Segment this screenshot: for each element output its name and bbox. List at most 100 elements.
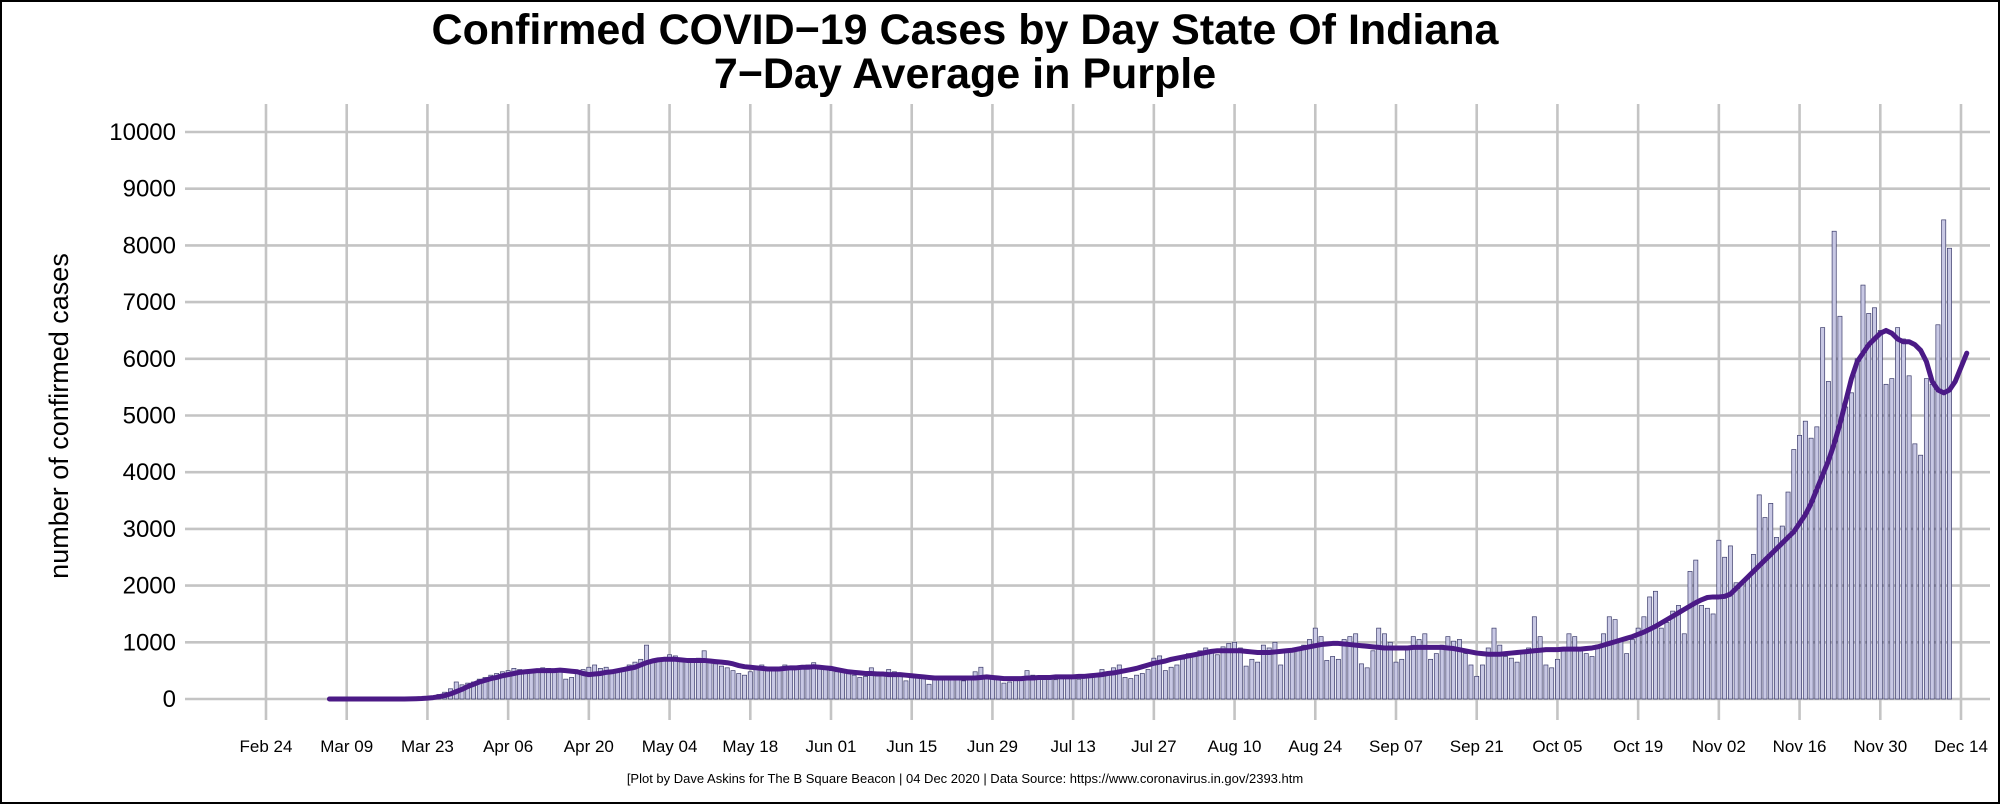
bar [1237,647,1243,700]
bar [1088,677,1093,700]
bar [563,678,569,700]
y-tick-label: 6000 [123,346,176,373]
bar [1595,644,1601,700]
bar [1485,647,1491,700]
bar [1641,616,1647,700]
bar [1405,647,1410,700]
bar [1260,644,1266,700]
bar [1935,324,1941,700]
bar [1820,327,1826,700]
x-tick-label: Jun 01 [805,737,856,756]
x-tick-label: Mar 09 [320,737,373,756]
bar [1693,559,1699,700]
bar [1543,664,1549,700]
bar [1601,633,1606,700]
bar [1197,650,1203,700]
bar [592,664,598,700]
bar [1699,605,1704,700]
bar [505,670,511,700]
bar [1162,670,1168,700]
bar [528,671,534,700]
bar [1272,641,1278,700]
bar [1860,284,1866,700]
bar [1024,670,1030,700]
bar [1635,627,1641,700]
bar [955,678,961,700]
bar [989,677,995,700]
x-tick-label: Oct 19 [1613,737,1663,756]
bar [574,673,580,700]
x-tick-label: Jun 29 [967,737,1018,756]
bar [1514,661,1520,700]
bar [557,671,563,700]
bar [851,674,857,700]
bar [1716,539,1722,700]
bar [1877,330,1883,700]
bar [1941,219,1947,700]
bar [1018,678,1024,700]
bar [1797,434,1803,700]
bar [1733,582,1739,700]
x-tick-label: Oct 05 [1532,737,1582,756]
bar [1456,639,1462,700]
bar [1266,647,1272,700]
bar [1825,381,1831,700]
bar [1382,633,1387,700]
bar [655,660,661,700]
bar [494,673,500,700]
bar [1180,658,1186,700]
bar [1866,313,1872,700]
bar [1099,669,1105,700]
x-tick-label: Nov 16 [1773,737,1827,756]
bar [1745,576,1751,700]
bar [1393,661,1399,700]
bar [1785,491,1791,700]
bar [1629,639,1635,700]
x-tick-label: Feb 24 [240,737,293,756]
bar [817,666,822,700]
bar [1128,678,1134,700]
bar [1364,667,1370,700]
bar [1572,636,1578,700]
bar [742,674,747,700]
x-tick-label: Jul 13 [1050,737,1095,756]
bar [644,644,649,700]
bar [1335,658,1341,700]
bar [1560,650,1566,700]
x-tick-label: Apr 20 [564,737,614,756]
bar [672,655,678,700]
bar [1918,454,1924,700]
bar [1209,652,1214,700]
bar [1047,678,1053,700]
bar [1001,682,1007,700]
bar [1416,639,1422,700]
bar [1814,426,1820,700]
bar [1370,650,1376,700]
bar [972,671,978,700]
bar [1549,667,1555,700]
bar [943,677,949,700]
bar [1399,658,1405,700]
bar [1583,653,1589,700]
bar [638,658,644,700]
x-tick-label: May 04 [642,737,698,756]
bar [1105,672,1111,700]
bar [1664,622,1670,700]
bar [1554,658,1560,700]
bar [540,667,546,700]
bar [1900,338,1906,700]
bar [1151,657,1157,700]
bar [482,677,488,700]
bar [1681,633,1687,700]
bar [1289,650,1295,700]
bar [1537,636,1543,700]
x-tick-labels: Feb 24 Mar 09 Mar 23 Apr 06 Apr 20 May 04 May … [240,737,1988,756]
bar [1116,664,1122,700]
x-tick-label: Aug 10 [1208,737,1262,756]
bar [868,667,874,700]
bar [1301,644,1307,700]
bar [1243,665,1249,700]
bar [1111,667,1116,700]
bar [1756,494,1762,700]
